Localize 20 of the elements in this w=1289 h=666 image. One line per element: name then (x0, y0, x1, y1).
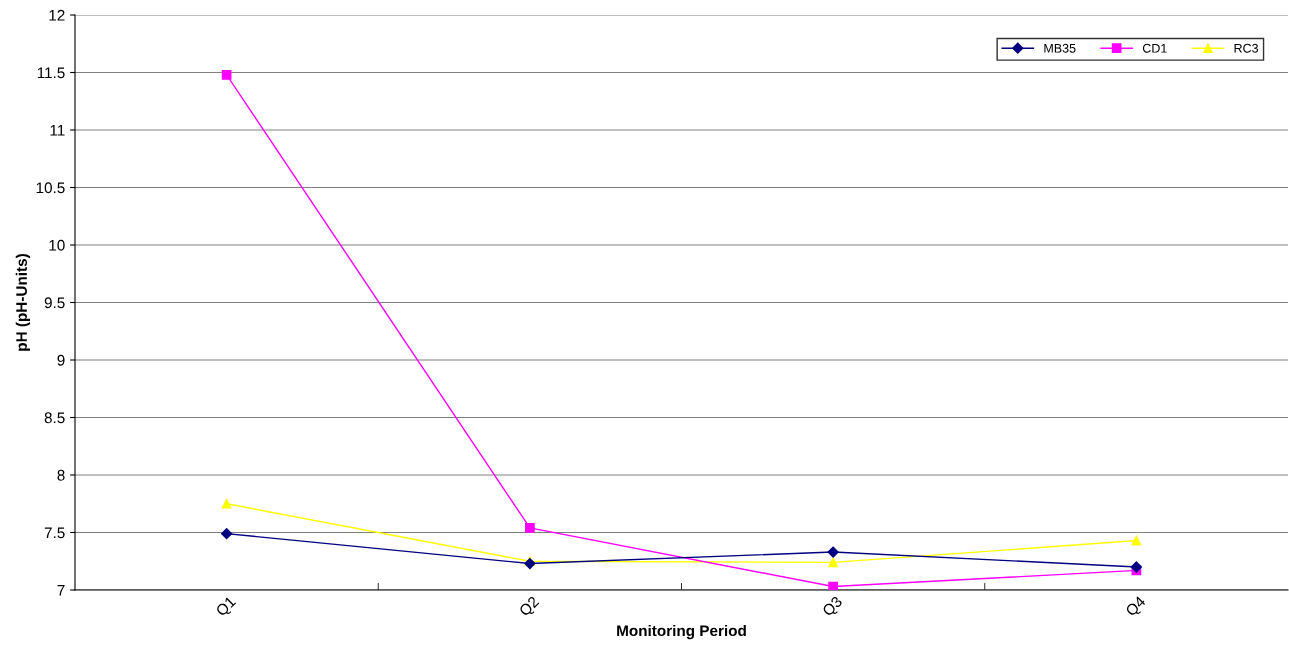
y-tick-label: 12 (49, 9, 65, 21)
x-axis-title: Monitoring Period (617, 624, 746, 640)
y-tick-label: 11.5 (37, 67, 65, 79)
y-tick-label: 8 (57, 469, 65, 481)
x-tick-label: Q3 (821, 595, 845, 619)
y-tick-label: 10 (49, 239, 65, 251)
y-tick-label: 10.5 (36, 182, 65, 194)
y-axis-title: pH (pH-Units) (15, 254, 30, 351)
legend-label: MB35 (1044, 43, 1076, 53)
y-tick-label: 8.5 (44, 412, 65, 424)
x-tick-label: Q1 (215, 595, 239, 619)
y-tick-label: 7 (57, 585, 65, 596)
y-tick-label: 7.5 (44, 527, 65, 539)
legend-label: RC3 (1234, 43, 1259, 53)
y-tick-label: 9 (57, 354, 65, 366)
x-tick-label: Q4 (1124, 595, 1149, 619)
legend-label: CD1 (1142, 43, 1167, 53)
y-tick-label: 9.5 (44, 297, 65, 309)
x-tick-label: Q2 (518, 595, 542, 619)
y-tick-label: 11 (50, 125, 65, 136)
